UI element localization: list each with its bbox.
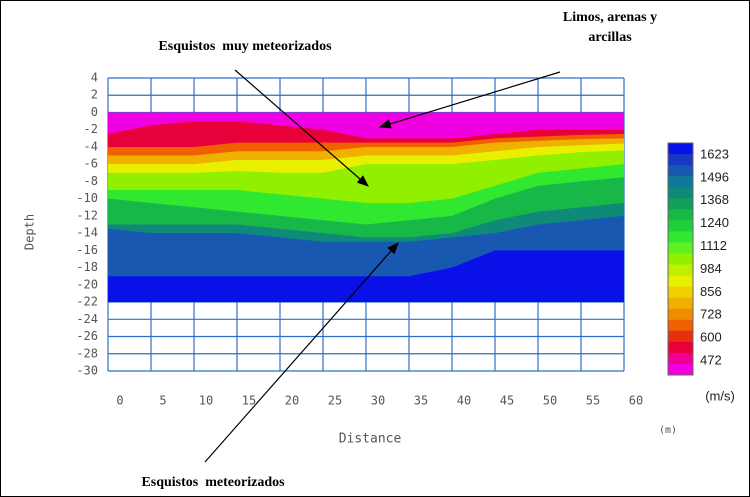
y-tick-label: 0 [91,105,98,119]
colorbar-swatch [668,286,693,299]
y-tick-label: -16 [76,243,98,257]
colorbar-border [667,142,694,376]
x-tick-label: 35 [414,394,428,408]
colorbar-swatch [668,297,693,310]
colorbar-label: 856 [700,284,722,299]
colorbar-swatch [668,165,693,177]
y-tick-label: -10 [76,191,98,205]
colorbar-swatch [668,231,693,243]
x-tick-label: 50 [543,394,557,408]
colorbar-unit: (m/s) [705,388,735,403]
colorbar-label: 472 [700,353,722,368]
x-tick-label: 60 [629,394,643,408]
axes: 420-2-4-6-8-10-12-14-16-18-20-22-24-26-2… [76,71,643,408]
y-tick-label: -30 [76,364,98,378]
annotation: Limos, arenas y [563,10,657,25]
y-tick-label: -26 [76,329,98,343]
colorbar-swatch [668,253,693,266]
velocity-field [108,112,624,303]
colorbar-swatch [668,209,693,221]
y-tick-label: 4 [91,71,98,85]
x-tick-label: 20 [285,394,299,408]
x-tick-label: 30 [371,394,385,408]
colorbar-swatch [668,198,693,210]
x-tick-label: 0 [116,394,123,408]
y-tick-label: -18 [76,260,98,274]
y-axis-label: Depth [23,214,37,250]
y-tick-label: -24 [76,312,98,326]
y-tick-label: -8 [84,174,98,188]
x-tick-label: 55 [586,394,600,408]
x-tick-label: 45 [500,394,514,408]
colorbar-label: 600 [700,330,722,345]
x-tick-label: 40 [457,394,471,408]
y-tick-label: -2 [84,122,98,136]
colorbar-swatch [668,264,693,277]
colorbar-swatch [668,143,693,155]
colorbar-label: 1240 [700,215,729,230]
colorbar-label: 1112 [700,238,727,253]
x-tick-label: 10 [199,394,213,408]
colorbar-swatch [668,154,693,166]
y-tick-label: -28 [76,346,98,360]
arrow [204,242,399,463]
y-tick-label: -22 [76,295,98,309]
colorbar-swatch [668,308,693,321]
colorbar-swatch [668,187,693,199]
arrow [234,69,369,187]
colorbar-swatch [668,363,693,376]
colorbar-swatch [668,220,693,232]
arrow [378,71,561,129]
y-tick-label: 2 [91,88,98,102]
y-tick-label: -14 [76,226,98,240]
colorbar-swatch [668,341,693,354]
colorbar-swatch [668,319,693,332]
y-tick-label: -20 [76,277,98,291]
colorbar-label: 1496 [700,169,729,184]
colorbar-swatch [668,242,693,254]
annotation: Esquistos meteorizados [141,475,285,490]
arrows [204,69,561,463]
x-axis-label: Distance [339,432,402,447]
colorbar: 1623 1496 1368 1240 1112 984 856 728 600 472 [667,142,729,376]
velocity-layer [108,250,624,303]
y-tick-label: -6 [84,157,98,171]
colorbar-label: 984 [700,261,722,276]
y-tick-label: -4 [84,139,98,153]
colorbar-swatch [668,352,693,365]
x-unit: (m) [659,425,677,436]
colorbar-swatch [668,330,693,343]
x-tick-label: 5 [159,394,166,408]
y-tick-label: -12 [76,208,98,222]
colorbar-label: 1368 [700,192,729,207]
x-tick-label: 15 [242,394,256,408]
annotation: arcillas [588,30,632,45]
colorbar-swatch [668,176,693,188]
x-tick-label: 25 [328,394,342,408]
colorbar-label: 1623 [700,146,729,161]
annotation: Esquistos muy meteorizados [158,39,332,54]
colorbar-swatch [668,275,693,288]
colorbar-label: 728 [700,307,722,322]
